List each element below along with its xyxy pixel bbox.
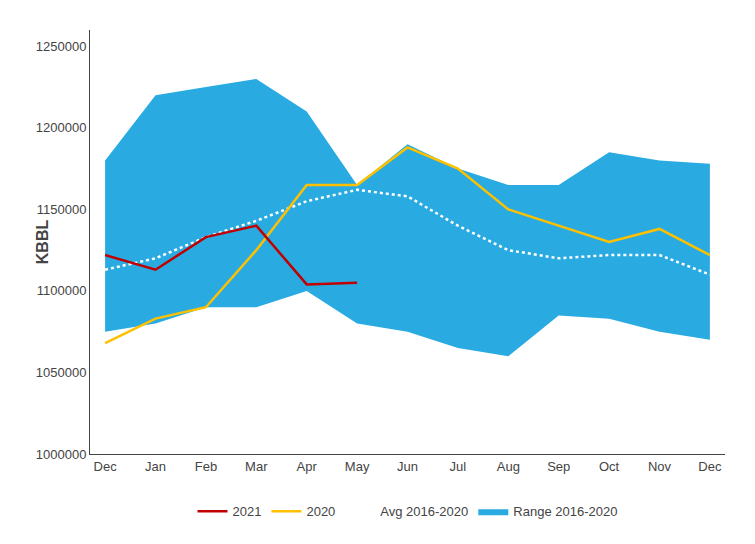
svg-text:Dec: Dec <box>698 459 722 474</box>
svg-text:Nov: Nov <box>648 459 672 474</box>
svg-text:Jan: Jan <box>145 459 166 474</box>
svg-text:Jun: Jun <box>397 459 418 474</box>
svg-text:1200000: 1200000 <box>36 120 87 135</box>
svg-text:Apr: Apr <box>297 459 318 474</box>
svg-text:2021: 2021 <box>233 504 262 519</box>
svg-text:1000000: 1000000 <box>36 447 87 462</box>
svg-text:1050000: 1050000 <box>36 365 87 380</box>
svg-text:Oct: Oct <box>599 459 620 474</box>
svg-text:Jul: Jul <box>450 459 467 474</box>
svg-text:May: May <box>345 459 370 474</box>
svg-text:Avg 2016-2020: Avg 2016-2020 <box>380 504 468 519</box>
svg-text:1150000: 1150000 <box>37 202 87 217</box>
svg-text:2020: 2020 <box>306 504 335 519</box>
svg-text:1250000: 1250000 <box>36 39 87 54</box>
svg-text:Aug: Aug <box>497 459 520 474</box>
svg-text:1100000: 1100000 <box>37 283 87 298</box>
svg-text:Sep: Sep <box>547 459 570 474</box>
svg-text:Dec: Dec <box>94 459 118 474</box>
svg-text:KBBL: KBBL <box>34 220 51 265</box>
svg-text:Feb: Feb <box>195 459 217 474</box>
svg-text:Mar: Mar <box>245 459 268 474</box>
svg-text:Range 2016-2020: Range 2016-2020 <box>513 504 617 519</box>
